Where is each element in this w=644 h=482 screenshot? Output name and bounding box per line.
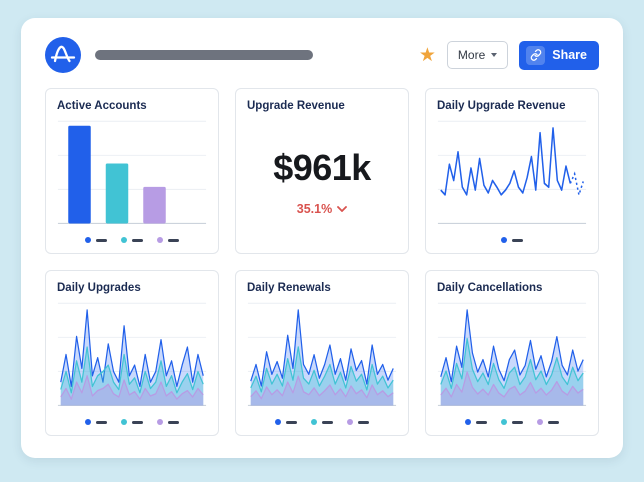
chart-legend <box>57 236 207 244</box>
top-bar-actions: ★ More Share <box>418 40 599 70</box>
legend-series-bar <box>322 420 333 424</box>
chevron-down-icon <box>337 205 348 212</box>
card-daily-cancellations[interactable]: Daily Cancellations <box>425 270 599 436</box>
share-button-label: Share <box>552 48 587 62</box>
legend-series-bar <box>132 420 143 424</box>
chart-legend <box>57 418 207 426</box>
legend-dot-icon <box>501 419 507 425</box>
legend-item[interactable] <box>157 237 179 243</box>
bar-chart <box>57 120 207 225</box>
chevron-down-icon <box>491 53 498 57</box>
card-title: Upgrade Revenue <box>247 100 345 112</box>
area-chart <box>247 302 397 407</box>
favorite-star-icon[interactable]: ★ <box>418 44 436 66</box>
metric-delta-value: 35.1% <box>296 201 333 216</box>
legend-series-bar <box>512 420 523 424</box>
legend-series-bar <box>358 420 369 424</box>
legend-dot-icon <box>157 237 163 243</box>
legend-series-bar <box>96 420 107 424</box>
link-icon <box>526 45 546 65</box>
legend-item[interactable] <box>121 419 143 425</box>
legend-series-bar <box>286 420 297 424</box>
card-daily-upgrades[interactable]: Daily Upgrades <box>45 270 219 436</box>
legend-dot-icon <box>465 419 471 425</box>
line-chart <box>437 120 587 225</box>
legend-series-bar <box>548 420 559 424</box>
title-placeholder-bar <box>95 50 313 60</box>
legend-item[interactable] <box>121 237 143 243</box>
card-upgrade-revenue[interactable]: Upgrade Revenue $961k 35.1% <box>235 88 409 254</box>
metric-container: $961k 35.1% <box>247 118 397 244</box>
legend-item[interactable] <box>501 419 523 425</box>
legend-dot-icon <box>537 419 543 425</box>
legend-dot-icon <box>501 237 507 243</box>
dashboard-window: ★ More Share Active A <box>21 18 623 458</box>
card-title: Daily Upgrade Revenue <box>437 100 566 112</box>
amplitude-logo-icon[interactable] <box>45 37 81 73</box>
legend-item[interactable] <box>347 419 369 425</box>
chart-legend <box>247 418 397 426</box>
chart-legend <box>437 418 587 426</box>
legend-item[interactable] <box>465 419 487 425</box>
share-button[interactable]: Share <box>519 40 599 70</box>
legend-item[interactable] <box>537 419 559 425</box>
legend-item[interactable] <box>501 237 523 243</box>
legend-item[interactable] <box>275 419 297 425</box>
legend-dot-icon <box>85 237 91 243</box>
legend-dot-icon <box>157 419 163 425</box>
metric-delta[interactable]: 35.1% <box>296 201 348 216</box>
top-bar: ★ More Share <box>21 18 623 86</box>
card-title: Daily Cancellations <box>437 282 543 294</box>
card-daily-renewals[interactable]: Daily Renewals <box>235 270 409 436</box>
metric-value: $961k <box>273 146 371 188</box>
card-title: Active Accounts <box>57 100 147 112</box>
area-chart <box>437 302 587 407</box>
chart-legend <box>437 236 587 244</box>
legend-dot-icon <box>85 419 91 425</box>
area-chart <box>57 302 207 407</box>
legend-series-bar <box>132 238 143 242</box>
legend-dot-icon <box>121 419 127 425</box>
legend-dot-icon <box>275 419 281 425</box>
card-title: Daily Upgrades <box>57 282 141 294</box>
card-active-accounts[interactable]: Active Accounts <box>45 88 219 254</box>
legend-item[interactable] <box>157 419 179 425</box>
card-daily-upgrade-revenue[interactable]: Daily Upgrade Revenue <box>425 88 599 254</box>
legend-item[interactable] <box>311 419 333 425</box>
legend-series-bar <box>168 420 179 424</box>
more-button-label: More <box>457 48 486 62</box>
legend-series-bar <box>96 238 107 242</box>
legend-item[interactable] <box>85 419 107 425</box>
legend-series-bar <box>476 420 487 424</box>
cards-grid: Active Accounts Upgrade Revenue $961k 35… <box>21 86 623 458</box>
more-button[interactable]: More <box>446 41 509 69</box>
legend-dot-icon <box>311 419 317 425</box>
legend-series-bar <box>168 238 179 242</box>
card-title: Daily Renewals <box>247 282 331 294</box>
legend-dot-icon <box>347 419 353 425</box>
legend-series-bar <box>512 238 523 242</box>
legend-item[interactable] <box>85 237 107 243</box>
legend-dot-icon <box>121 237 127 243</box>
